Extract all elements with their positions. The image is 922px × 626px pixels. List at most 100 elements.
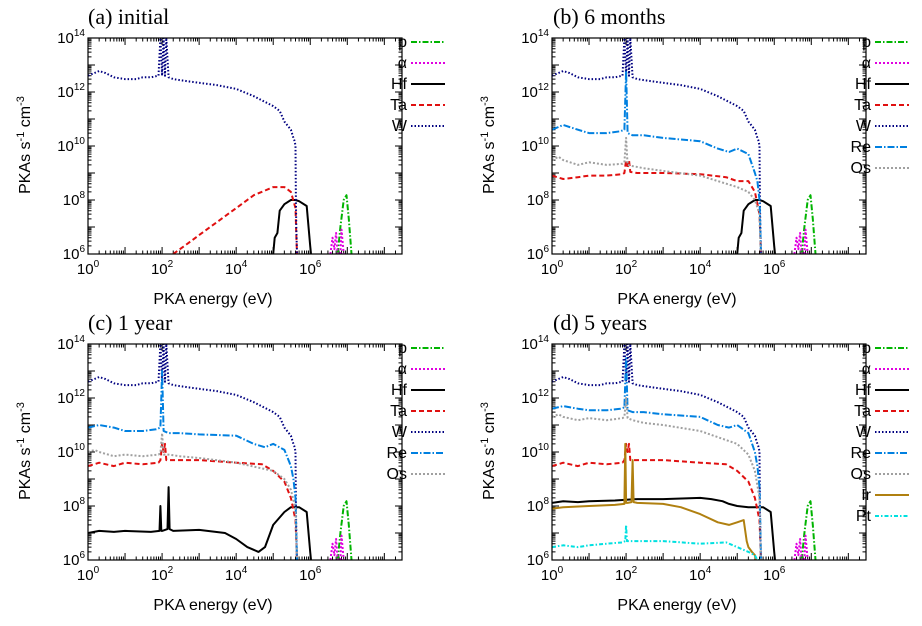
panel-a: (a) initial PKA energy (eV) PKAs s-1 cm-…: [15, 4, 445, 308]
series-line-α: [793, 534, 810, 560]
series-line-Hf: [552, 496, 776, 560]
y-tick-label: 1010: [521, 136, 549, 155]
legend-label-W: W: [856, 424, 872, 441]
y-axis-label: PKAs s-1 cm-3: [15, 402, 34, 500]
x-tick-label: 106: [299, 259, 322, 278]
x-tick-label: 100: [541, 259, 564, 278]
series-line-Pt: [552, 523, 760, 560]
legend-label-Os: Os: [851, 466, 871, 483]
panel-title: (a) initial: [88, 4, 169, 29]
y-tick-label: 1010: [57, 136, 85, 155]
legend-label-W: W: [392, 424, 408, 441]
plot-frame: [551, 37, 867, 255]
legend-label-Hf: Hf: [391, 76, 408, 93]
legend-label-Re: Re: [851, 139, 872, 156]
series-line-α: [793, 228, 810, 254]
legend-label-p: p: [398, 34, 407, 51]
x-tick-label: 102: [151, 259, 174, 278]
series-line-Ta: [88, 442, 298, 560]
series-line-Ta: [552, 159, 762, 254]
panel-title: (c) 1 year: [88, 310, 173, 335]
y-tick-label: 106: [63, 244, 86, 263]
svg-text:PKAs s-1 cm-3: PKAs s-1 cm-3: [15, 96, 34, 194]
svg-text:PKAs s-1 cm-3: PKAs s-1 cm-3: [15, 402, 34, 500]
y-tick-label: 1014: [57, 334, 85, 353]
x-tick-label: 104: [225, 565, 248, 584]
series-line-Hf: [88, 486, 312, 560]
legend-label-Pt: Pt: [856, 508, 872, 525]
y-tick-label: 1012: [521, 388, 549, 407]
x-tick-label: 104: [689, 565, 712, 584]
legend-label-α: α: [398, 55, 407, 72]
legend-label-Hf: Hf: [855, 382, 872, 399]
series-line-α: [329, 534, 346, 560]
y-tick-label: 1010: [57, 442, 85, 461]
y-axis-label-text: PKAs s: [481, 447, 498, 499]
y-axis-label: PKAs s-1 cm-3: [479, 96, 498, 194]
x-tick-label: 100: [77, 565, 100, 584]
legend-label-W: W: [392, 118, 408, 135]
legend-label-p: p: [398, 340, 407, 357]
legend-label-Hf: Hf: [391, 382, 408, 399]
y-axis-label-text: PKAs s: [481, 141, 498, 193]
legend-label-Ta: Ta: [390, 97, 407, 114]
legend-label-Ir: Ir: [861, 487, 871, 504]
series-line-Ta: [552, 442, 762, 560]
y-axis-label: PKAs s-1 cm-3: [15, 96, 34, 194]
series-group: [552, 344, 817, 560]
legend-label-Re: Re: [851, 445, 872, 462]
y-tick-label: 108: [527, 496, 550, 515]
series-line-p: [336, 500, 353, 560]
legend-label-Os: Os: [387, 466, 407, 483]
x-tick-label: 106: [299, 565, 322, 584]
series-line-Re: [552, 70, 762, 254]
y-tick-label: 108: [527, 190, 550, 209]
x-tick-label: 104: [225, 259, 248, 278]
legend-label-α: α: [862, 361, 871, 378]
series-line-p: [800, 500, 817, 560]
legend-label-p: p: [862, 34, 871, 51]
legend-label-W: W: [856, 118, 872, 135]
svg-text:PKAs s-1 cm-3: PKAs s-1 cm-3: [479, 402, 498, 500]
series-line-W: [552, 344, 762, 560]
legend: pα Hf Ta W Re Os Ir Pt: [851, 340, 909, 525]
legend-label-α: α: [862, 55, 871, 72]
x-tick-label: 106: [763, 259, 786, 278]
panel-b: (b) 6 months PKA energy (eV) PKAs s-1 cm…: [479, 4, 909, 308]
x-axis-label: PKA energy (eV): [153, 597, 272, 614]
series-line-p: [336, 194, 353, 254]
plot-frame: [87, 37, 403, 255]
y-tick-label: 1010: [521, 442, 549, 461]
svg-text:PKAs s-1 cm-3: PKAs s-1 cm-3: [479, 96, 498, 194]
series-line-Hf: [272, 199, 312, 254]
legend: pα Hf Ta W Re Os: [387, 340, 445, 483]
y-tick-label: 1014: [57, 28, 85, 47]
legend: pα Hf Ta W: [390, 34, 445, 135]
y-tick-label: 108: [63, 190, 86, 209]
x-axis-label: PKA energy (eV): [153, 291, 272, 308]
series-group: [552, 38, 817, 254]
legend-label-Os: Os: [851, 160, 871, 177]
y-axis-label-text: PKAs s: [17, 141, 34, 193]
y-axis-label-text: PKAs s: [17, 447, 34, 499]
y-tick-label: 1012: [57, 388, 85, 407]
series-line-α: [329, 228, 346, 254]
series-line-Os: [552, 136, 762, 254]
series-line-p: [800, 194, 817, 254]
x-tick-label: 104: [689, 259, 712, 278]
y-tick-label: 1014: [521, 334, 549, 353]
panel-title: (d) 5 years: [553, 310, 647, 335]
panel-title: (b) 6 months: [553, 4, 665, 29]
y-tick-label: 106: [527, 244, 550, 263]
series-line-Re: [552, 357, 762, 560]
legend-label-Ta: Ta: [390, 403, 407, 420]
x-axis-label: PKA energy (eV): [617, 597, 736, 614]
plot-frame: [551, 343, 867, 561]
x-tick-label: 102: [151, 565, 174, 584]
x-tick-label: 100: [77, 259, 100, 278]
x-tick-label: 100: [541, 565, 564, 584]
series-line-W: [552, 38, 762, 254]
series-line-Hf: [736, 199, 776, 254]
y-tick-label: 106: [527, 550, 550, 569]
